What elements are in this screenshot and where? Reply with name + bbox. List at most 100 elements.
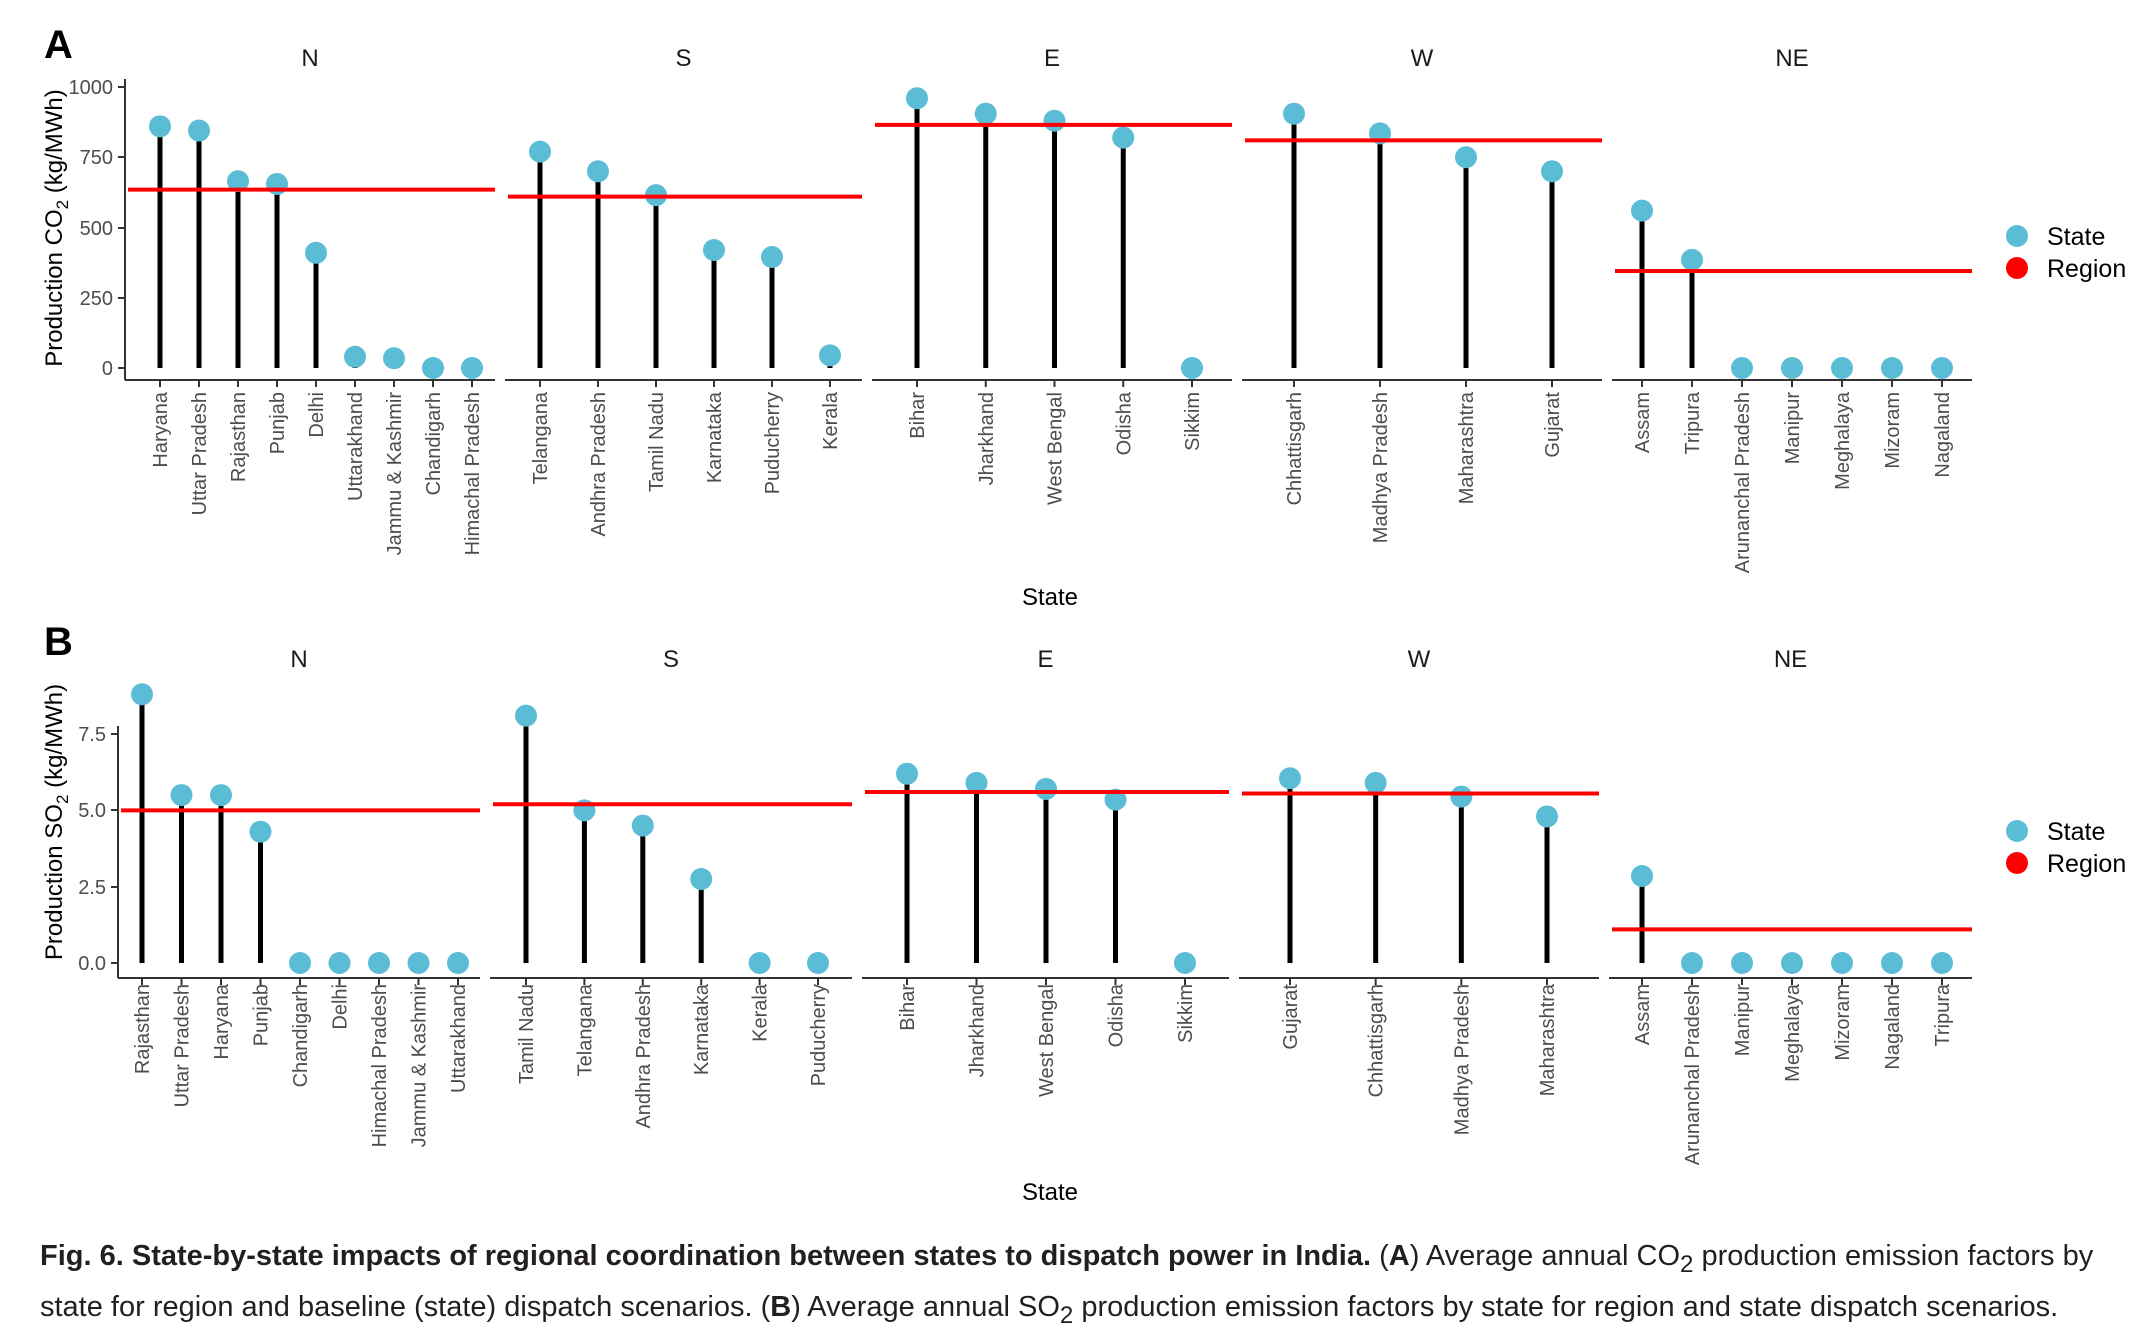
state-label: Tamil Nadu bbox=[646, 392, 668, 492]
legend-state-key bbox=[2006, 820, 2028, 842]
state-label: Mizoram bbox=[1832, 984, 1854, 1061]
y-axis-title-sub: 2 bbox=[53, 795, 72, 804]
facet-e: E Bihar Jharkhand West Bengal Odisha Sikkim bbox=[862, 646, 1229, 1097]
state-point bbox=[974, 102, 997, 125]
state-label: Tamil Nadu bbox=[516, 984, 538, 1084]
facet-title: S bbox=[675, 45, 691, 72]
legend-region-key bbox=[2006, 257, 2028, 279]
state-point bbox=[1831, 357, 1853, 379]
facet-ne: NE Assam Arunanchal Pradesh Manipur Meghalay… bbox=[1609, 646, 1972, 1165]
state-point bbox=[227, 170, 249, 193]
state-label: Tripura bbox=[1682, 391, 1704, 454]
state-point bbox=[1681, 248, 1703, 271]
state-label: Puducherry bbox=[808, 984, 830, 1086]
state-point bbox=[1104, 788, 1127, 811]
legend: State Region bbox=[2006, 818, 2126, 878]
state-label: Manipur bbox=[1732, 984, 1754, 1057]
facet-e: E Bihar Jharkhand West Bengal Odisha Sikkim bbox=[872, 45, 1232, 505]
state-label: Karnataka bbox=[704, 391, 726, 483]
y-tick-label: 750 bbox=[80, 147, 113, 169]
state-label: Rajasthan bbox=[132, 984, 154, 1074]
panel-letter: B bbox=[44, 620, 73, 664]
facet-title: N bbox=[290, 646, 307, 673]
facet-title: E bbox=[1044, 45, 1060, 72]
facet-w: W Chhattisgarh Madhya Pradesh Maharashtra Gu… bbox=[1242, 45, 1602, 543]
state-point bbox=[368, 952, 390, 974]
caption-b-text-1: ) Average annual SO bbox=[791, 1290, 1060, 1323]
caption-a-text-1: ) Average annual CO bbox=[1409, 1240, 1681, 1272]
state-point bbox=[1731, 357, 1753, 379]
state-label: Sikkim bbox=[1182, 392, 1204, 451]
state-label: Jammu & Kashmir bbox=[409, 984, 431, 1148]
state-point bbox=[761, 246, 783, 269]
facet-title: E bbox=[1037, 646, 1053, 673]
legend-region-label: Region bbox=[2047, 255, 2126, 283]
y-tick-label: 500 bbox=[80, 218, 113, 240]
state-point bbox=[703, 238, 725, 261]
state-label: West Bengal bbox=[1045, 392, 1067, 505]
state-label: Himachal Pradesh bbox=[369, 984, 391, 1147]
y-axis-title: Production CO2 (kg/MWh) bbox=[41, 89, 72, 367]
state-point bbox=[1731, 952, 1753, 974]
state-label: Assam bbox=[1632, 984, 1654, 1045]
state-label: Uttarakhand bbox=[448, 984, 470, 1093]
legend: State Region bbox=[2006, 223, 2126, 283]
caption-title: State-by-state impacts of regional coord… bbox=[131, 1240, 1372, 1272]
facet-title: NE bbox=[1775, 45, 1808, 72]
state-point bbox=[383, 347, 405, 370]
state-point bbox=[1455, 146, 1477, 169]
state-label: Tripura bbox=[1932, 983, 1954, 1046]
state-label: Mizoram bbox=[1882, 392, 1904, 469]
facet-s: S Telangana Andhra Pradesh Tamil Nadu Karnat… bbox=[505, 45, 862, 537]
state-point bbox=[748, 952, 771, 974]
y-tick-label: 2.5 bbox=[78, 877, 106, 899]
state-point bbox=[1035, 777, 1057, 800]
caption-a-open: ( bbox=[1379, 1240, 1389, 1272]
y-tick-label: 0 bbox=[102, 358, 113, 380]
state-label: Manipur bbox=[1782, 392, 1804, 465]
state-point bbox=[529, 140, 551, 163]
state-point bbox=[170, 784, 193, 807]
state-label: Rajasthan bbox=[228, 392, 250, 482]
state-point bbox=[515, 704, 537, 727]
state-point bbox=[149, 115, 171, 138]
y-tick-label: 1000 bbox=[69, 77, 114, 99]
state-label: Arunanchal Pradesh bbox=[1732, 392, 1754, 573]
state-label: Telangana bbox=[530, 391, 552, 484]
state-label: West Bengal bbox=[1036, 984, 1058, 1097]
state-point bbox=[1831, 952, 1853, 974]
facet-title: N bbox=[301, 45, 318, 72]
state-label: Telangana bbox=[574, 983, 596, 1076]
state-point bbox=[896, 762, 918, 785]
state-point bbox=[1781, 357, 1803, 379]
legend-state-key bbox=[2006, 225, 2028, 247]
state-point bbox=[631, 814, 654, 837]
facet-n: N Haryana Uttar Pradesh Rajasthan Punjab Delh… bbox=[125, 45, 495, 555]
state-point bbox=[1112, 126, 1135, 149]
state-label: Jammu & Kashmir bbox=[384, 392, 406, 556]
facet-n: N Rajasthan Uttar Pradesh Haryana Punjab Chan… bbox=[118, 646, 480, 1147]
facet-ne: NE Assam Tripura Arunanchal Pradesh Manipur M… bbox=[1612, 45, 1972, 573]
caption-fig-label: Fig. 6. bbox=[40, 1240, 124, 1272]
state-label: Andhra Pradesh bbox=[633, 984, 655, 1129]
state-point bbox=[1931, 357, 1953, 379]
state-label: Sikkim bbox=[1175, 984, 1197, 1043]
state-label: Odisha bbox=[1113, 391, 1135, 455]
state-point bbox=[819, 344, 841, 367]
figure-caption: Fig. 6. State-by-state impacts of region… bbox=[40, 1235, 2110, 1337]
state-point bbox=[447, 952, 469, 974]
state-label: Kerala bbox=[820, 391, 842, 450]
y-axis-title-main: Production SO bbox=[41, 804, 68, 960]
state-label: Assam bbox=[1632, 392, 1654, 453]
state-point bbox=[807, 952, 829, 974]
state-point bbox=[188, 119, 210, 142]
state-point bbox=[407, 952, 430, 974]
state-label: Bihar bbox=[897, 984, 919, 1031]
state-label: Karnataka bbox=[691, 983, 713, 1075]
state-point bbox=[249, 820, 272, 843]
state-label: Haryana bbox=[150, 391, 172, 467]
state-point bbox=[1931, 952, 1953, 974]
state-point bbox=[305, 241, 327, 264]
state-point bbox=[131, 683, 153, 706]
